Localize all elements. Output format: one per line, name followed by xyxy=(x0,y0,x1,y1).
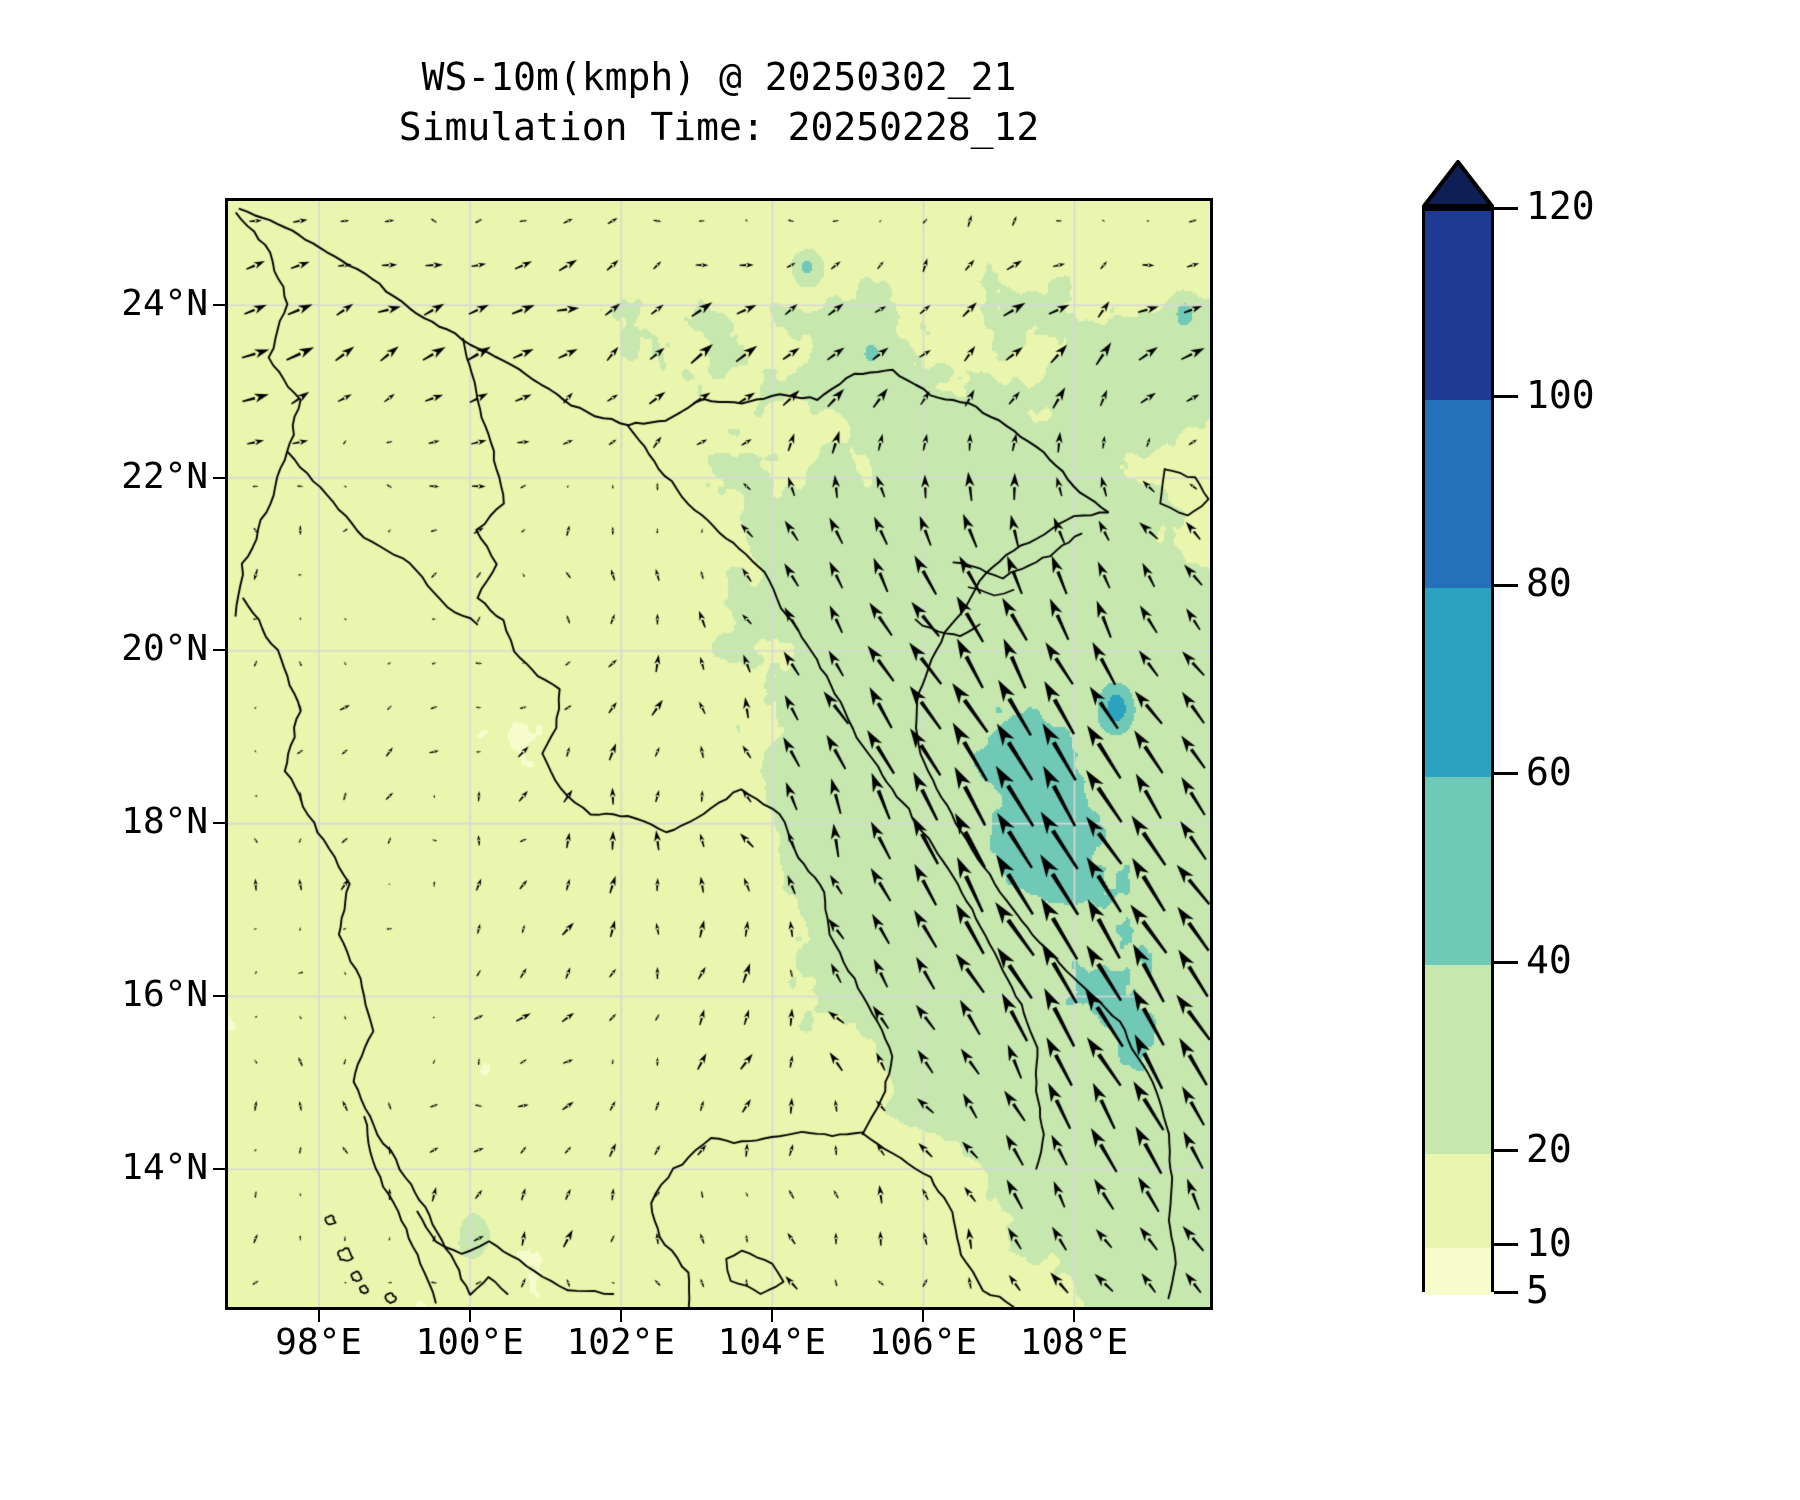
colorbar-tick-mark xyxy=(1494,1243,1518,1247)
x-axis-tick-label: 98°E xyxy=(275,1322,362,1363)
x-axis-tick-label: 108°E xyxy=(1019,1322,1129,1363)
colorbar-tick-label: 10 xyxy=(1526,1220,1572,1265)
map-plot-area[interactable] xyxy=(225,198,1213,1310)
x-axis-tick-label: 104°E xyxy=(717,1322,827,1363)
y-axis-tick-label: 24°N xyxy=(121,282,208,324)
colorbar-tick-mark xyxy=(1494,1290,1518,1294)
colorbar-band xyxy=(1425,965,1491,1154)
colorbar-tick-label: 80 xyxy=(1526,561,1572,606)
y-axis-tick-label: 22°N xyxy=(121,455,208,497)
x-axis-tick-label: 106°E xyxy=(868,1322,978,1363)
x-axis-tick-mark xyxy=(1073,1310,1076,1322)
colorbar-tick-label: 20 xyxy=(1526,1126,1572,1171)
colorbar-band xyxy=(1425,1153,1491,1248)
x-axis-tick-mark xyxy=(921,1310,924,1322)
y-axis-tick-label: 14°N xyxy=(121,1146,208,1188)
colorbar-band xyxy=(1425,588,1491,777)
x-axis-tick-label: 102°E xyxy=(566,1322,675,1363)
colorbar-tick-mark xyxy=(1494,960,1518,964)
figure-title: WS-10m(kmph) @ 20250302_21 Simulation Ti… xyxy=(225,52,1213,152)
colorbar-band xyxy=(1425,776,1491,966)
y-axis-tick-mark xyxy=(213,303,225,306)
title-line-1: WS-10m(kmph) @ 20250302_21 xyxy=(421,55,1017,99)
colorbar-tick-label: 120 xyxy=(1526,184,1595,228)
colorbar-tick-mark xyxy=(1494,583,1518,587)
y-axis-tick-mark xyxy=(213,476,225,479)
colorbar-gradient-body xyxy=(1422,208,1494,1295)
x-axis-tick-mark xyxy=(317,1310,320,1322)
colorbar-tick-label: 60 xyxy=(1526,749,1572,794)
y-axis-tick-mark xyxy=(213,994,225,997)
y-axis-tick-mark xyxy=(213,1167,225,1170)
y-axis-tick-label: 20°N xyxy=(121,628,208,670)
y-axis-tick-mark xyxy=(213,822,225,825)
colorbar-band xyxy=(1425,399,1491,589)
colorbar-tick-label: 5 xyxy=(1526,1268,1549,1312)
y-axis-tick-label: 16°N xyxy=(121,973,208,1015)
colorbar-tick-label: 100 xyxy=(1526,372,1595,417)
colorbar-band xyxy=(1425,1247,1491,1295)
x-axis-tick-mark xyxy=(770,1310,773,1322)
colorbar-tick-mark xyxy=(1494,1149,1518,1153)
colorbar-extend-max-arrow xyxy=(1422,160,1494,208)
colorbar-tick-mark xyxy=(1494,395,1518,399)
colorbar[interactable]: 120 100 80 60 40 20 10 5 xyxy=(1422,160,1752,1312)
wind-speed-map-canvas[interactable] xyxy=(228,201,1210,1307)
title-line-2: Simulation Time: 20250228_12 xyxy=(398,105,1040,149)
colorbar-band xyxy=(1425,211,1491,400)
x-axis-tick-mark xyxy=(619,1310,622,1322)
colorbar-tick-mark xyxy=(1494,772,1518,776)
y-axis-tick-mark xyxy=(213,649,225,652)
colorbar-tick-mark xyxy=(1494,206,1518,210)
y-axis-tick-label: 18°N xyxy=(121,801,208,843)
x-axis-tick-mark xyxy=(468,1310,471,1322)
x-axis-tick-label: 100°E xyxy=(415,1322,524,1363)
colorbar-tick-label: 40 xyxy=(1526,938,1572,983)
